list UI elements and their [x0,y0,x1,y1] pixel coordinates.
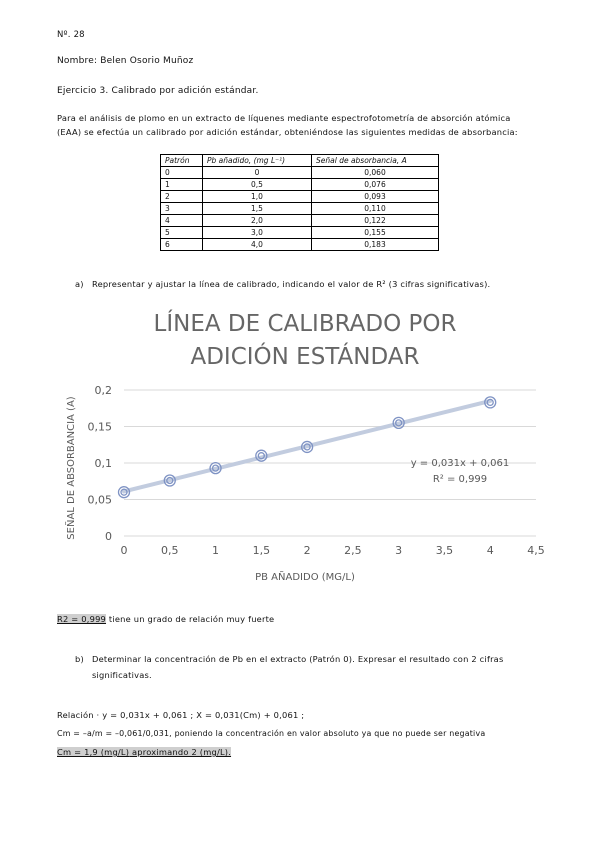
chart-data-points [117,396,497,499]
chart-y-tick-label: 0,05 [88,494,113,507]
chart-r2: R² = 0,999 [433,474,487,485]
calibration-chart: LÍNEA DE CALIBRADO POR ADICIÓN ESTÁNDAR … [64,309,545,583]
cell-absorbance: 0,155 [311,226,439,239]
question-a-label: a) [75,279,84,289]
table-body: 0 0 0,060 1 0,5 0,076 2 1,0 0,093 3 1,5 0,110 4 2,0 0,… [160,166,439,251]
chart-point-inner [211,464,220,472]
cell-absorbance: 0,060 [311,166,439,179]
table-row: 6 4,0 0,183 [160,238,439,251]
cell-patron: 6 [160,238,203,251]
chart-y-tick-label: 0,2 [95,384,113,397]
question-a-text: Representar y ajustar la línea de calibr… [92,279,491,289]
chart-x-tick-label: 0 [121,544,128,557]
chart-x-tick-label: 3,5 [436,544,454,557]
intro-line-2: (EAA) se efectúa un calibrado por adició… [57,127,518,137]
table-row: 2 1,0 0,093 [160,190,439,203]
chart-point-inner [257,452,265,460]
r2-note-text: tiene un grado de relación muy fuerte [106,614,275,624]
chart-point-outer [484,396,497,409]
table-row: 5 3,0 0,155 [160,226,439,239]
cell-pb-added: 3,0 [202,226,312,239]
chart-gridlines [124,389,536,537]
chart-point-outer [209,461,222,475]
table-row: 0 0 0,060 [160,166,439,179]
cell-patron: 5 [160,226,203,239]
exercise-title: Ejercicio 3. Calibrado por adición están… [57,86,259,96]
answer-line-1: Relación · y = 0,031x + 0,061 ; X = 0,03… [57,710,305,720]
chart-trendline [122,398,493,494]
chart-point-inner [120,488,128,496]
chart-point-inner [395,419,403,427]
chart-title-line2: ADICIÓN ESTÁNDAR [190,342,419,370]
table-row: 1 0,5 0,076 [160,178,439,191]
cell-absorbance: 0,076 [311,178,439,191]
cell-absorbance: 0,093 [311,190,439,203]
page-number: Nº. 28 [57,30,85,40]
student-name: Nombre: Belen Osorio Muñoz [57,56,194,66]
cell-absorbance: 0,122 [311,214,439,227]
chart-x-tick-labels: 0 0,5 1 1,5 2 2,5 3 3,5 4 4,5 [121,544,545,557]
col-signal-header: Señal de absorbancia, A [311,154,439,167]
chart-point-outer [255,449,268,462]
intro-line-1: Para el análisis de plomo en un extracto… [57,113,511,123]
chart-x-axis-label: PB AÑADIDO (MG/L) [255,570,355,583]
cell-absorbance: 0,110 [311,202,439,215]
cell-pb-added: 4,0 [202,238,312,251]
answer-result-rest: aproximando 2 (mg/L). [129,747,232,757]
chart-y-tick-labels: 0 0,05 0,1 0,15 0,2 [88,384,113,543]
chart-point-outer [392,416,405,429]
chart-x-tick-label: 1,5 [253,544,270,557]
question-b-line-2: significativas. [92,670,152,680]
r2-note-highlight: R2 = 0,999 [57,614,107,624]
cell-patron: 2 [160,190,203,203]
cell-patron: 3 [160,202,203,215]
answer-line-2: Cm = –a/m = –0,061/0,031, poniendo la co… [57,729,486,738]
cell-pb-added: 1,5 [202,202,312,215]
answer-result-highlight: Cm = 1,9 (mg/L) [57,747,130,757]
table-row: 4 2,0 0,122 [160,214,439,227]
table-row: 3 1,5 0,110 [160,202,439,215]
chart-point-inner [303,443,311,451]
chart-x-tick-label: 1 [212,544,219,557]
question-b-label: b) [75,654,84,664]
cell-pb-added: 1,0 [202,190,312,203]
cell-pb-added: 0 [202,166,312,179]
answer-line-3: Cm = 1,9 (mg/L) aproximando 2 (mg/L). [57,747,232,757]
chart-point-outer [117,486,131,499]
chart-point-inner [166,476,174,485]
chart-point-inner [486,398,494,407]
cell-pb-added: 0,5 [202,178,312,191]
col-patron-header: Patrón [160,154,203,167]
chart-x-tick-label: 2 [304,544,311,557]
chart-title-line1: LÍNEA DE CALIBRADO POR [154,309,457,337]
question-b-line-1: Determinar la concentración de Pb en el … [92,654,504,664]
cell-patron: 4 [160,214,203,227]
chart-point-outer [163,474,176,487]
chart-x-tick-label: 0,5 [161,544,179,557]
absorbance-table: Patrón Pb añadido, (mg L⁻¹) Señal de abs… [160,154,439,251]
cell-absorbance: 0,183 [311,238,439,251]
col-pb-header: Pb añadido, (mg L⁻¹) [202,154,312,167]
cell-patron: 0 [160,166,203,179]
chart-x-tick-label: 2,5 [344,544,362,557]
r2-note: R2 = 0,999 tiene un grado de relación mu… [57,614,274,624]
chart-y-tick-label: 0,1 [95,457,113,470]
cell-pb-added: 2,0 [202,214,312,227]
chart-point-outer [300,440,314,454]
chart-y-axis-label: SEÑAL DE ABSORBANCIA (A) [64,396,77,540]
chart-y-tick-label: 0,15 [88,421,113,434]
chart-equation: y = 0,031x + 0,061 [411,458,510,469]
cell-patron: 1 [160,178,203,191]
table-header-row: Patrón Pb añadido, (mg L⁻¹) Señal de abs… [160,154,439,167]
chart-x-tick-label: 4 [487,544,494,557]
chart-y-tick-label: 0 [105,530,112,543]
chart-x-tick-label: 4,5 [527,544,545,557]
chart-x-tick-label: 3 [395,544,402,557]
